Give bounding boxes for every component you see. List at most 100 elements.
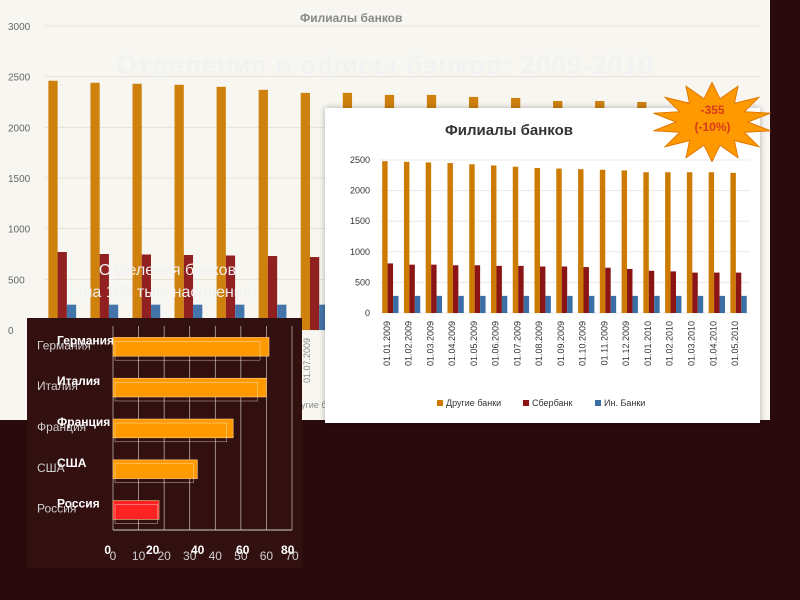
front-chart-title: Филиалы банков: [445, 122, 573, 139]
front-bar-2: [610, 295, 617, 313]
density-bar: [112, 500, 160, 520]
front-y-tick-label: 2000: [350, 186, 370, 196]
front-bar-1: [539, 266, 546, 313]
bg-bar-1: [99, 254, 109, 330]
bg-y-tick-label: 2500: [8, 73, 31, 84]
front-bar-0: [686, 172, 693, 313]
bg-bar-0: [258, 89, 268, 330]
legend-entry: Другие банки: [446, 398, 501, 408]
front-y-tick-label: 1500: [350, 216, 370, 226]
density-bar-outline: [114, 381, 258, 402]
density-x-tick-label: 70: [285, 549, 299, 563]
front-x-tick-label: 01.01.2010: [643, 321, 653, 366]
legend-entry: Сбербанк: [532, 398, 572, 408]
front-bar-1: [605, 267, 611, 313]
bg-bar-1: [309, 257, 320, 330]
bg-bar-1: [141, 254, 151, 330]
density-x-tick-label-overlay: 80: [281, 543, 295, 557]
density-category-label: Франция: [37, 420, 86, 434]
front-bar-1: [518, 265, 524, 313]
front-bar-0: [382, 161, 388, 313]
front-chart: Филиалы банков 0 500 1000 1500 2000 2500 01.01.…: [325, 108, 760, 423]
legend-swatch: [523, 400, 529, 406]
density-bar-outline: [114, 504, 159, 524]
density-x-tick-label: 40: [209, 549, 223, 563]
front-x-tick-label: 01.10.2009: [578, 321, 588, 366]
front-x-tick-label: 01.08.2009: [534, 321, 544, 366]
density-chart: Германия Германия Италия Италия Франция Франц…: [27, 318, 302, 568]
front-bar-0: [469, 164, 475, 313]
density-bar-outline: [114, 463, 194, 483]
density-category-label: США: [37, 461, 65, 475]
badge-percent: (-10%): [694, 120, 731, 134]
density-bar: [112, 418, 234, 439]
front-chart-svg: Филиалы банков 0 500 1000 1500 2000 2500 01.01.…: [350, 122, 750, 408]
bg-bar-0: [132, 83, 142, 330]
density-x-tick-label: 60: [260, 549, 274, 563]
density-category-label-overlay: США: [57, 456, 87, 470]
front-bar-0: [491, 165, 497, 313]
density-x-tick-label-overlay: 20: [146, 543, 160, 557]
density-category-label: Германия: [37, 338, 91, 352]
front-x-tick-label: 01.11.2009: [599, 321, 609, 365]
bg-bar-2: [108, 304, 119, 330]
front-bar-2: [501, 295, 508, 313]
front-bar-2: [588, 295, 595, 313]
density-x-tick-label: 10: [132, 549, 146, 563]
front-bar-0: [447, 163, 453, 313]
front-x-tick-label: 01.01.2009: [382, 321, 392, 366]
density-category-label-overlay: Италия: [57, 374, 100, 388]
front-bar-2: [719, 295, 725, 313]
bg-y-tick-label: 3000: [8, 22, 31, 33]
front-bar-2: [567, 295, 573, 313]
bg-bar-0: [90, 82, 100, 330]
bg-y-tick-label: 0: [8, 326, 14, 337]
bg-bar-0: [300, 92, 310, 330]
front-bar-2: [632, 295, 638, 313]
front-bar-1: [670, 271, 676, 313]
front-x-tick-label: 01.03.2009: [425, 321, 435, 366]
front-bar-1: [387, 263, 394, 313]
front-bar-0: [578, 169, 584, 313]
front-bar-1: [452, 265, 459, 313]
bg-y-tick-label: 1000: [8, 225, 31, 236]
starburst-badge: [653, 82, 771, 162]
density-category-label-overlay: Германия: [57, 333, 114, 347]
density-title-line2: (на 100 тыс. населения): [78, 284, 257, 301]
front-bar-1: [648, 270, 655, 313]
bg-bar-2: [235, 304, 245, 330]
front-bar-2: [654, 295, 660, 313]
bg-y-tick-label: 500: [8, 275, 25, 286]
legend-swatch: [437, 400, 443, 406]
density-bar-outline: [114, 422, 228, 443]
front-bar-0: [599, 169, 606, 313]
legend-entry: Ин. Банки: [604, 398, 645, 408]
front-bar-0: [534, 167, 540, 313]
front-x-tick-label: 01.03.2010: [687, 321, 697, 366]
bg-bar-0: [174, 84, 184, 330]
bg-bar-1: [183, 255, 194, 330]
front-x-tick-label: 01.02.2009: [404, 321, 414, 366]
starburst-shape: [653, 82, 771, 162]
front-bar-1: [409, 264, 415, 313]
front-bar-1: [714, 272, 720, 313]
front-bar-1: [431, 264, 437, 313]
front-x-tick-label: 01.04.2009: [447, 321, 457, 366]
front-bar-2: [480, 295, 486, 313]
front-bar-2: [458, 295, 464, 313]
front-x-tick-label: 01.09.2009: [556, 321, 566, 366]
density-x-tick-label-overlay: 40: [191, 543, 205, 557]
density-title-line1: Отделения банков: [98, 262, 237, 279]
bg-legend-entry: Другие банки: [290, 400, 345, 410]
density-bar: [112, 337, 270, 357]
density-category-label: Россия: [37, 502, 76, 516]
density-x-tick-label: 50: [234, 549, 248, 563]
front-bar-0: [425, 162, 432, 313]
front-x-tick-label: 01.04.2010: [708, 321, 718, 366]
front-x-tick-label: 01.07.2009: [512, 321, 522, 366]
front-bar-2: [741, 295, 747, 313]
bg-y-tick-label: 1500: [8, 174, 31, 185]
bg-bar-0: [216, 86, 226, 330]
density-x-tick-label: 20: [157, 549, 171, 563]
front-bar-1: [583, 267, 589, 313]
